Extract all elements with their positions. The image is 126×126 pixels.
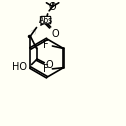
Text: HN: HN	[38, 16, 51, 25]
Text: F: F	[43, 40, 49, 50]
Text: O: O	[48, 2, 56, 12]
Text: F: F	[43, 64, 49, 74]
Text: O: O	[52, 29, 60, 39]
Text: HO: HO	[12, 62, 27, 72]
FancyBboxPatch shape	[41, 16, 51, 24]
Text: Abs: Abs	[39, 16, 53, 25]
Text: O: O	[46, 60, 53, 70]
